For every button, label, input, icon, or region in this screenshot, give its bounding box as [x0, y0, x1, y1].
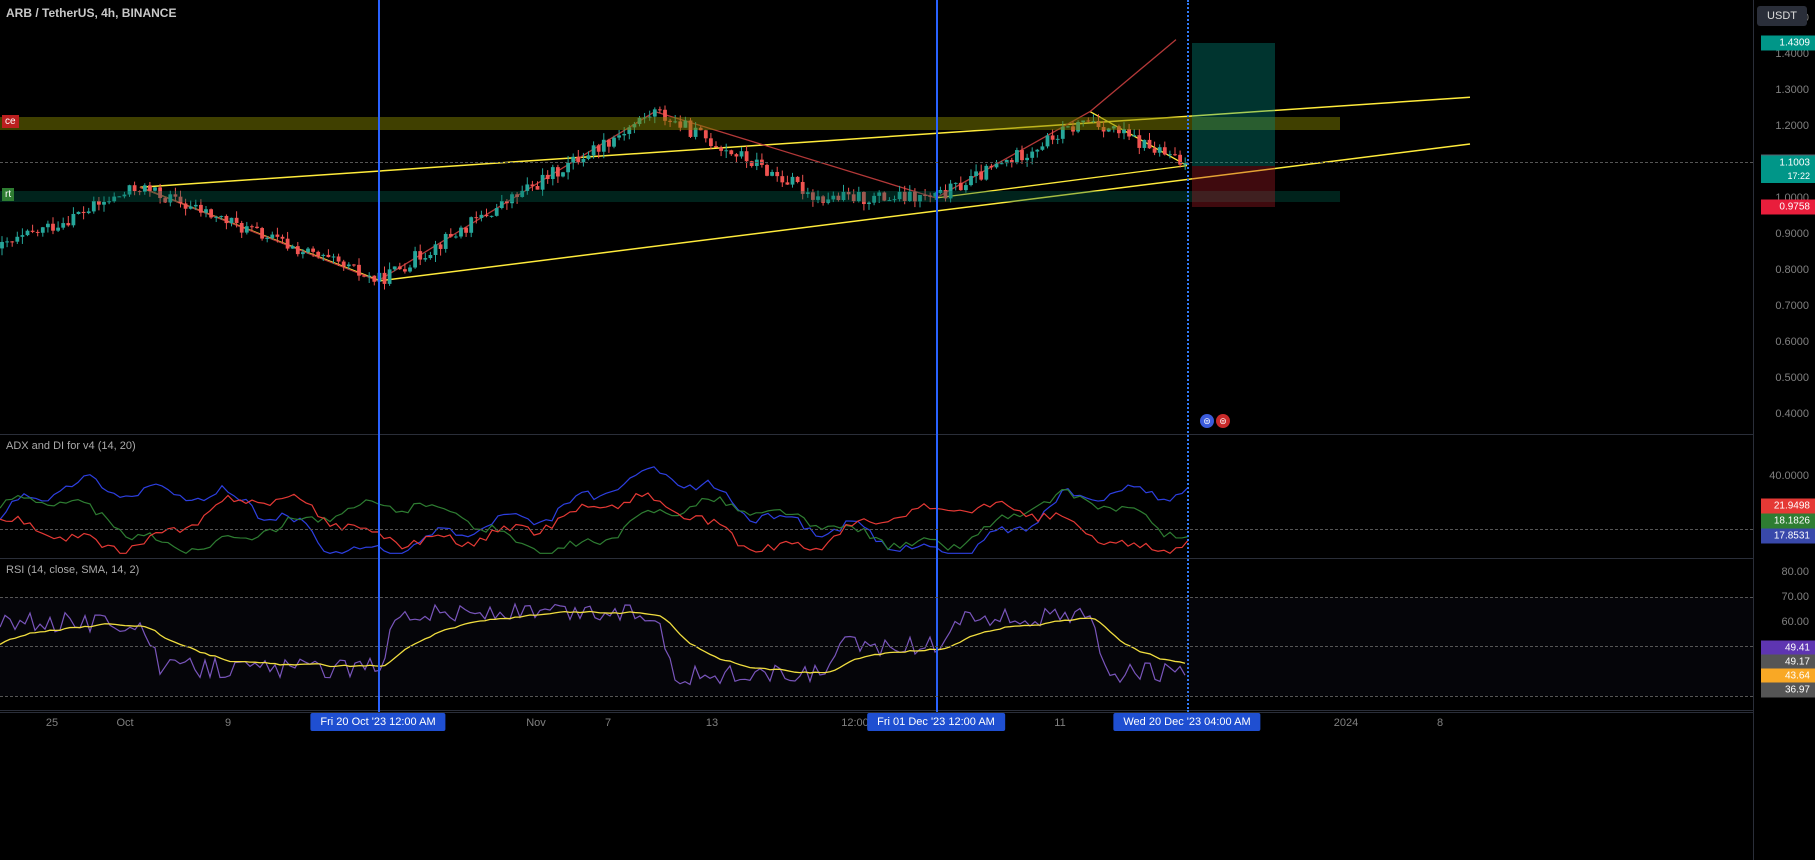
- time-marker[interactable]: Wed 20 Dec '23 04:00 AM: [1113, 713, 1260, 731]
- price-axis[interactable]: 1.50001.40001.30001.20001.10051.00000.90…: [1753, 0, 1815, 860]
- time-axis[interactable]: 25Oct9Nov71312:001120248Fri 20 Oct '23 1…: [0, 712, 1753, 740]
- adx-indicator-pane[interactable]: [0, 436, 1753, 556]
- time-marker[interactable]: Fri 01 Dec '23 12:00 AM: [867, 713, 1005, 731]
- news-icon[interactable]: ⊜: [1216, 414, 1230, 428]
- chart-title: ARB / TetherUS, 4h, BINANCE: [6, 6, 176, 20]
- main-price-pane[interactable]: [0, 0, 1753, 432]
- news-icon[interactable]: ⊜: [1200, 414, 1214, 428]
- event-icons[interactable]: ⊜ ⊜: [1200, 414, 1230, 428]
- time-marker[interactable]: Fri 20 Oct '23 12:00 AM: [310, 713, 445, 731]
- currency-badge[interactable]: USDT: [1757, 6, 1807, 26]
